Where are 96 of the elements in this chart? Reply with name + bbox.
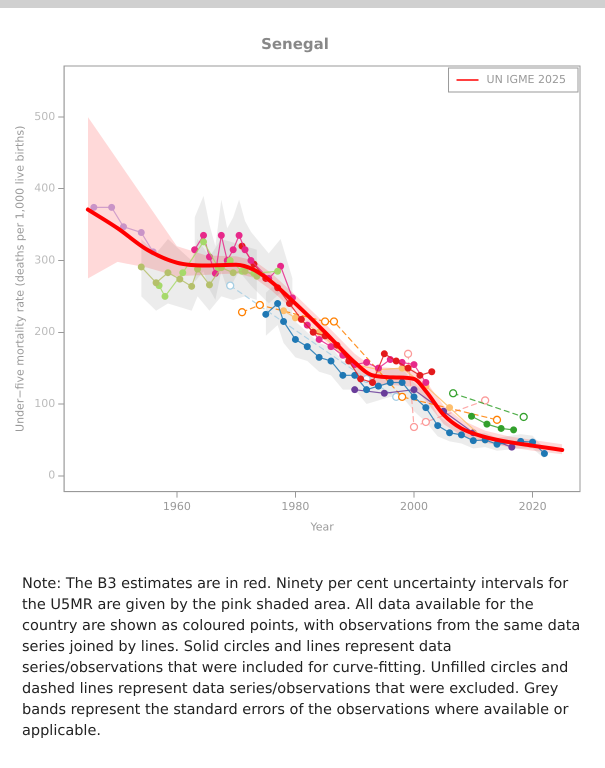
line-series — [86, 208, 564, 452]
point — [236, 232, 243, 239]
point — [327, 343, 334, 350]
point — [120, 223, 127, 230]
y-tick-label: 400 — [34, 182, 56, 195]
chart-title: Senegal — [261, 34, 329, 53]
point — [351, 386, 358, 394]
point — [510, 426, 518, 434]
point — [422, 404, 430, 412]
point — [320, 317, 330, 326]
point — [238, 308, 246, 316]
point — [410, 393, 418, 400]
point — [448, 389, 458, 398]
y-tick-label: 300 — [34, 253, 56, 266]
point — [138, 263, 145, 270]
point — [363, 358, 370, 366]
point — [470, 437, 477, 444]
point — [446, 429, 454, 436]
point — [90, 204, 98, 211]
point — [256, 300, 264, 310]
x-tick-label: 2020 — [518, 500, 547, 514]
point — [164, 269, 172, 276]
point — [380, 350, 388, 358]
point — [492, 416, 502, 424]
text: Note: The B3 estimates are in red. Ninety per cent uncertainty intervals for the U5MR are given by the pink shaded area. All data available for the country are shown as coloured points, with observations from the same data series joined by lines. Solid circles and lines represent data series/observations that were included for curve-fitting. Unfilled circles and dashed lines represent data series/observations that were excluded. Grey bands represent the standard errors of the observations where available or applicable. — [22, 575, 582, 741]
point — [330, 317, 338, 326]
point — [262, 310, 270, 318]
point — [446, 404, 454, 412]
point — [179, 269, 186, 276]
point — [226, 281, 234, 290]
point — [480, 396, 490, 405]
y-tick-label: 500 — [34, 110, 56, 123]
point — [218, 232, 225, 239]
point — [540, 450, 548, 458]
point — [274, 300, 282, 308]
point — [304, 343, 311, 350]
point — [422, 379, 430, 386]
x-tick-label: 1980 — [281, 500, 310, 514]
point — [277, 262, 284, 270]
point — [242, 246, 249, 254]
point — [410, 361, 418, 368]
point — [161, 292, 168, 300]
point — [434, 422, 442, 430]
point — [226, 257, 234, 264]
point — [247, 257, 254, 264]
point — [230, 246, 237, 254]
point — [316, 354, 323, 361]
point — [292, 336, 299, 343]
point — [310, 328, 317, 336]
point — [404, 350, 412, 358]
point — [374, 382, 382, 390]
point — [188, 282, 196, 290]
point — [316, 336, 323, 343]
point — [242, 268, 249, 275]
point — [280, 318, 288, 326]
y-axis-title: Under−five mortality rate (deaths per 1,000 live births) — [13, 126, 26, 432]
x-tick-label: 1960 — [162, 500, 191, 514]
point — [428, 368, 436, 376]
x-axis-title: Year — [309, 520, 334, 534]
point — [138, 229, 145, 236]
point — [108, 204, 116, 211]
legend-label: UN IGME 2025 — [486, 72, 566, 86]
point — [520, 412, 528, 422]
point — [200, 238, 208, 246]
point — [327, 357, 334, 364]
point — [206, 281, 213, 288]
point — [498, 424, 505, 432]
point — [410, 386, 418, 394]
point — [404, 364, 412, 372]
y-tick-label: 0 — [48, 468, 56, 482]
point — [422, 418, 430, 426]
point — [298, 316, 305, 323]
point — [380, 390, 388, 397]
point — [410, 422, 418, 432]
point — [386, 379, 394, 386]
point — [363, 386, 370, 394]
point — [398, 379, 406, 386]
x-tick-label: 2000 — [400, 500, 428, 514]
point — [176, 276, 184, 283]
point — [274, 268, 282, 275]
point — [292, 314, 299, 322]
point — [398, 392, 406, 402]
point — [416, 372, 424, 379]
point — [339, 372, 346, 379]
point — [357, 375, 364, 382]
point — [280, 307, 288, 314]
point — [392, 357, 400, 364]
y-tick-label: 100 — [34, 396, 56, 410]
point — [468, 412, 476, 420]
point — [152, 279, 160, 286]
point — [368, 379, 376, 386]
point — [483, 420, 490, 428]
point — [458, 431, 465, 438]
point — [230, 269, 237, 276]
point — [200, 232, 208, 239]
y-tick-label: 200 — [34, 325, 56, 338]
